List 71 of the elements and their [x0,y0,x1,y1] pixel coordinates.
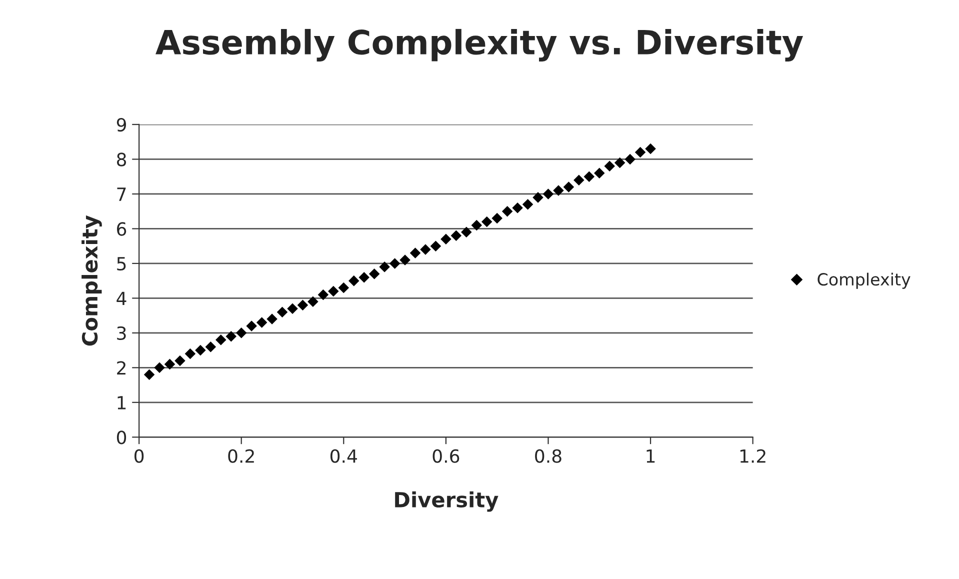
point [471,220,482,231]
point [338,282,350,294]
point [645,143,656,154]
x-tick-label: 0.2 [228,449,254,463]
point [379,262,390,272]
point [512,202,523,214]
point [481,216,492,228]
point [195,344,206,356]
point [542,188,554,200]
point [226,331,236,342]
x-axis-title: Diversity [395,491,498,512]
point [492,212,502,224]
point [256,317,268,328]
y-tick-label: 0 [116,430,126,444]
x-tick-label: 1.2 [740,449,766,463]
point [368,268,380,280]
point [174,355,186,366]
point [563,182,574,192]
x-tick-label: 1 [646,450,655,463]
y-tick-label: 6 [117,222,126,236]
point [266,314,278,324]
point [348,275,360,286]
point [584,171,595,182]
y-tick-label: 7 [117,188,126,201]
point [154,362,165,374]
point [634,146,646,158]
point [553,185,564,196]
x-tick-label: 0.4 [330,449,357,463]
y-tick-label: 3 [117,326,126,340]
x-tick-label: 0.8 [535,449,562,463]
point [604,160,615,172]
point [205,341,216,352]
chart-title: Assembly Complexity vs. Diversity [156,28,804,62]
point [328,286,339,297]
point [430,240,442,252]
y-tick-label: 9 [116,118,126,132]
point [400,254,410,266]
point [420,244,431,255]
point [246,320,257,332]
point [308,296,318,308]
point [236,328,247,338]
point [440,234,452,245]
point [297,300,308,311]
y-tick-label: 2 [117,361,126,375]
point [389,258,400,269]
x-tick-label: 0 [134,449,144,463]
point [614,157,626,168]
point [216,334,226,346]
y-tick-label: 8 [116,152,126,166]
point [594,168,605,178]
point [144,369,155,380]
point [461,226,472,238]
point [532,192,544,203]
point [318,289,329,300]
x-tick-label: 0.6 [432,449,460,463]
point [276,306,288,318]
point [502,206,513,217]
point [522,199,534,210]
y-tick-label: 4 [116,292,126,306]
point [184,348,196,360]
y-tick-label: 5 [117,257,126,271]
point [287,303,298,314]
point [164,358,176,370]
point [358,272,370,283]
point [450,230,462,242]
y-tick-label: 1 [118,396,126,410]
point [624,154,636,165]
point [410,248,421,258]
point [574,174,584,186]
y-axis-title: Complexity [82,215,102,346]
legend-label: Complexity [818,272,910,289]
